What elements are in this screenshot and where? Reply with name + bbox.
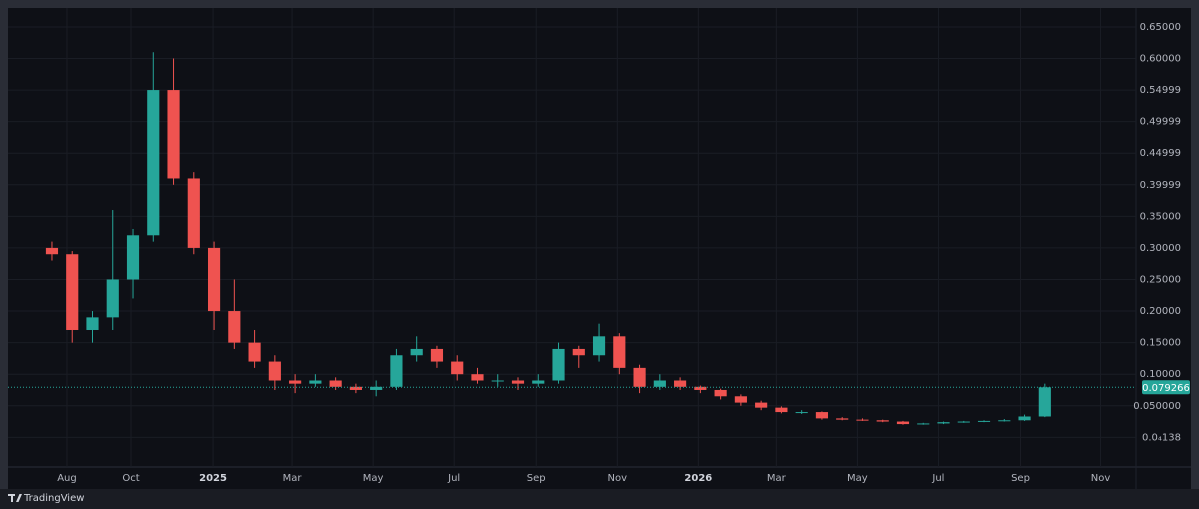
candle-body: [471, 374, 484, 381]
x-tick-label: Aug: [57, 473, 77, 484]
candle-body: [957, 421, 970, 423]
candle-body: [491, 380, 504, 382]
logo[interactable]: TradingView: [8, 493, 84, 504]
y-tick-label: 0.30000: [1140, 243, 1181, 254]
candle-body: [370, 386, 383, 390]
candle-body: [572, 348, 585, 356]
candle-body: [410, 348, 423, 356]
candle-body: [167, 90, 180, 179]
y-tick-label: 0.60000: [1140, 54, 1181, 65]
candle-body: [917, 423, 930, 425]
candle-body: [329, 380, 342, 387]
x-tick-label: Mar: [767, 473, 787, 484]
candle-body: [795, 412, 808, 414]
y-tick-label: 0.15000: [1140, 338, 1181, 349]
x-tick-label: Jul: [447, 473, 460, 484]
x-tick-label: Oct: [122, 473, 139, 484]
brand-name: TradingView: [23, 493, 84, 504]
candle-body: [430, 348, 444, 362]
y-tick-label: 0.25000: [1140, 274, 1181, 285]
candle-body: [86, 317, 99, 330]
x-tick-label: May: [847, 473, 868, 484]
candle-body: [653, 380, 666, 387]
y-tick-label: 0.10000: [1140, 369, 1181, 380]
candle-body: [775, 407, 788, 413]
y-tick-label: 0.65000: [1140, 22, 1181, 33]
candle-body: [66, 254, 79, 330]
candle-body: [937, 422, 950, 424]
chart-background: [8, 8, 1191, 489]
x-tick-label: 2026: [684, 473, 712, 484]
candle-body: [552, 348, 565, 381]
y-tick-label: 0.050000: [1133, 401, 1181, 412]
y-tick-label: 0.35000: [1140, 211, 1181, 222]
y-tick-label: 0.20000: [1140, 306, 1181, 317]
footer-bar: [0, 489, 1199, 509]
x-tick-label: Sep: [1011, 473, 1030, 484]
candle-body: [268, 361, 281, 381]
x-tick-label: Sep: [527, 473, 546, 484]
candle-body: [1038, 387, 1051, 417]
candle-body: [876, 420, 889, 422]
candle-body: [147, 90, 160, 236]
candle-body: [511, 380, 525, 384]
candle-body: [187, 178, 200, 248]
x-tick-label: Nov: [1091, 473, 1111, 484]
x-tick-label: Jul: [931, 473, 944, 484]
x-tick-label: Nov: [608, 473, 628, 484]
candle-body: [228, 311, 241, 343]
candle-body: [856, 419, 869, 421]
candle-body: [289, 380, 302, 384]
x-tick-label: Mar: [283, 473, 303, 484]
candle-body: [532, 380, 545, 384]
candle-body: [836, 418, 849, 420]
candle-body: [815, 412, 829, 419]
candle-body: [349, 386, 362, 390]
x-tick-label: 2025: [199, 473, 227, 484]
candle-body: [896, 421, 910, 425]
candle-body: [45, 247, 59, 255]
candle-body: [106, 279, 119, 318]
candle-body: [207, 247, 221, 312]
y-tick-label: 0.44999: [1140, 148, 1181, 159]
candle-body: [694, 386, 707, 390]
last-price-label: 0.079266: [1142, 383, 1190, 394]
candle-body: [390, 355, 403, 387]
candle-body: [126, 235, 140, 280]
candle-body: [977, 420, 991, 422]
candle-body: [674, 380, 687, 387]
candle-body: [613, 336, 626, 368]
candle-body: [1018, 416, 1031, 421]
y-tick-label: 0.39999: [1140, 180, 1181, 191]
candle-body: [309, 380, 322, 384]
candle-body: [592, 336, 606, 356]
x-tick-label: May: [363, 473, 384, 484]
candle-body: [734, 396, 747, 403]
y-tick-label: 0.54999: [1140, 85, 1181, 96]
candle-body: [714, 389, 727, 397]
candle-body: [755, 402, 768, 408]
candle-body: [451, 361, 464, 375]
y-tick-label: 0.49999: [1140, 117, 1181, 128]
logo-icon: [8, 494, 22, 502]
y-tick-label: 0.0₄138: [1142, 432, 1181, 443]
candle-body: [998, 420, 1011, 422]
candle-body: [248, 342, 261, 362]
last-price-badge: [1142, 380, 1190, 395]
candle-body: [633, 367, 646, 387]
